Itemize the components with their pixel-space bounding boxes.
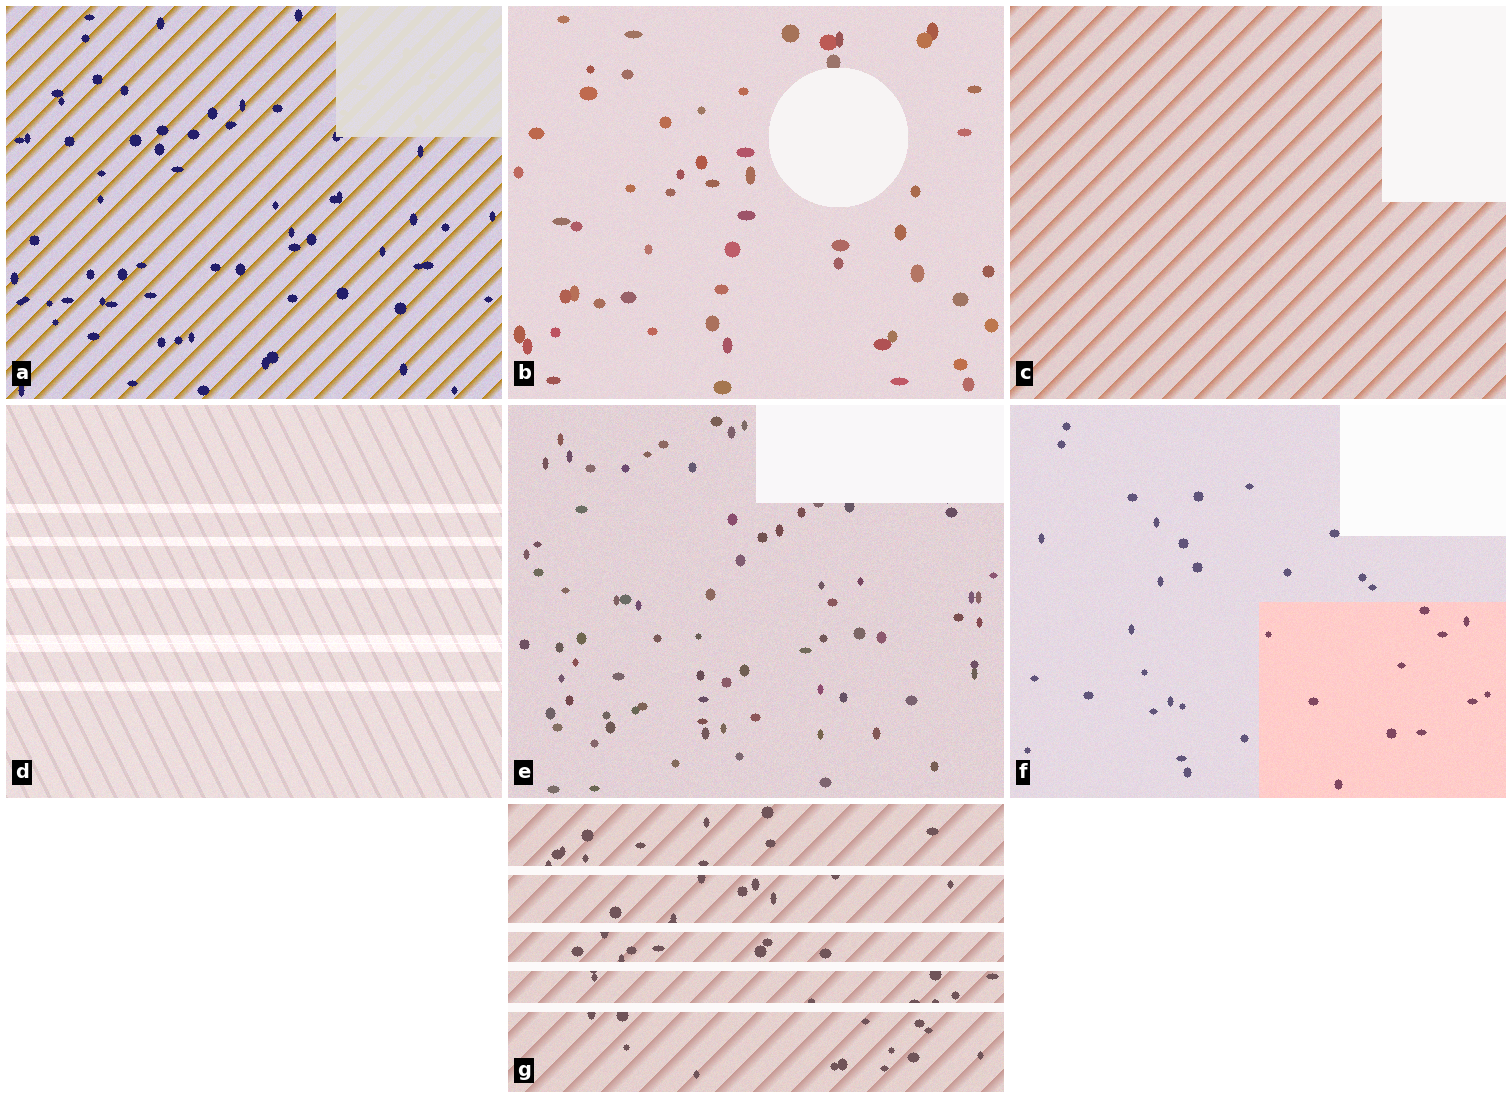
- Text: g: g: [517, 1062, 531, 1080]
- Text: f: f: [1019, 763, 1028, 783]
- Text: a: a: [15, 364, 29, 383]
- Text: e: e: [517, 763, 531, 783]
- Text: c: c: [1019, 364, 1031, 383]
- Text: b: b: [517, 364, 531, 383]
- Text: d: d: [15, 763, 29, 783]
